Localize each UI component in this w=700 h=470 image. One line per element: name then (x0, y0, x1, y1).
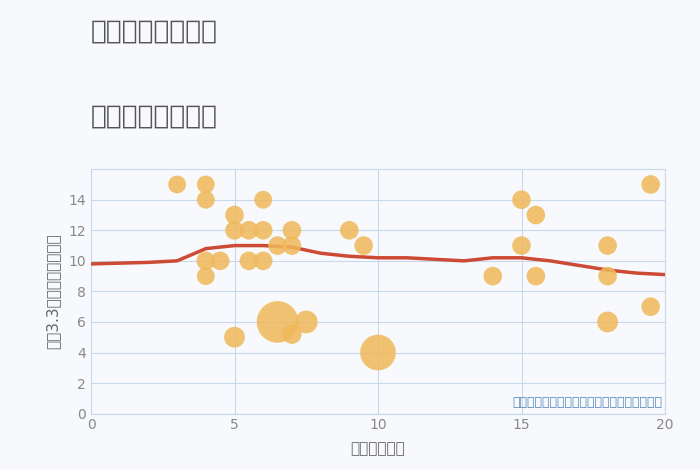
Text: 駅距離別土地価格: 駅距離別土地価格 (91, 103, 218, 129)
Point (258, 257, 269, 265)
Point (229, 211, 240, 219)
Point (229, 334, 240, 341)
Point (200, 196, 211, 204)
Point (602, 242, 613, 249)
Point (516, 196, 527, 204)
Point (258, 227, 269, 234)
Point (229, 227, 240, 234)
Point (372, 349, 384, 356)
Point (200, 272, 211, 280)
Y-axis label: 坪（3.3㎡）単価（万円）: 坪（3.3㎡）単価（万円） (46, 234, 60, 349)
Point (602, 272, 613, 280)
Point (200, 181, 211, 188)
Point (531, 272, 542, 280)
Point (200, 257, 211, 265)
Point (244, 257, 255, 265)
Point (258, 196, 269, 204)
Point (531, 211, 542, 219)
Point (272, 242, 283, 249)
Point (645, 303, 657, 311)
X-axis label: 駅距離（分）: 駅距離（分） (351, 441, 405, 456)
Text: 円の大きさは、取引のあった物件面積を示す: 円の大きさは、取引のあった物件面積を示す (512, 396, 662, 409)
Point (358, 242, 370, 249)
Point (286, 330, 297, 338)
Point (487, 272, 498, 280)
Text: 岐阜県関市板取の: 岐阜県関市板取の (91, 19, 218, 45)
Point (602, 318, 613, 326)
Point (286, 242, 297, 249)
Point (244, 227, 255, 234)
Point (214, 257, 225, 265)
Point (301, 318, 312, 326)
Point (645, 181, 657, 188)
Point (272, 318, 283, 326)
Point (344, 227, 355, 234)
Point (516, 242, 527, 249)
Point (286, 227, 297, 234)
Point (172, 181, 183, 188)
